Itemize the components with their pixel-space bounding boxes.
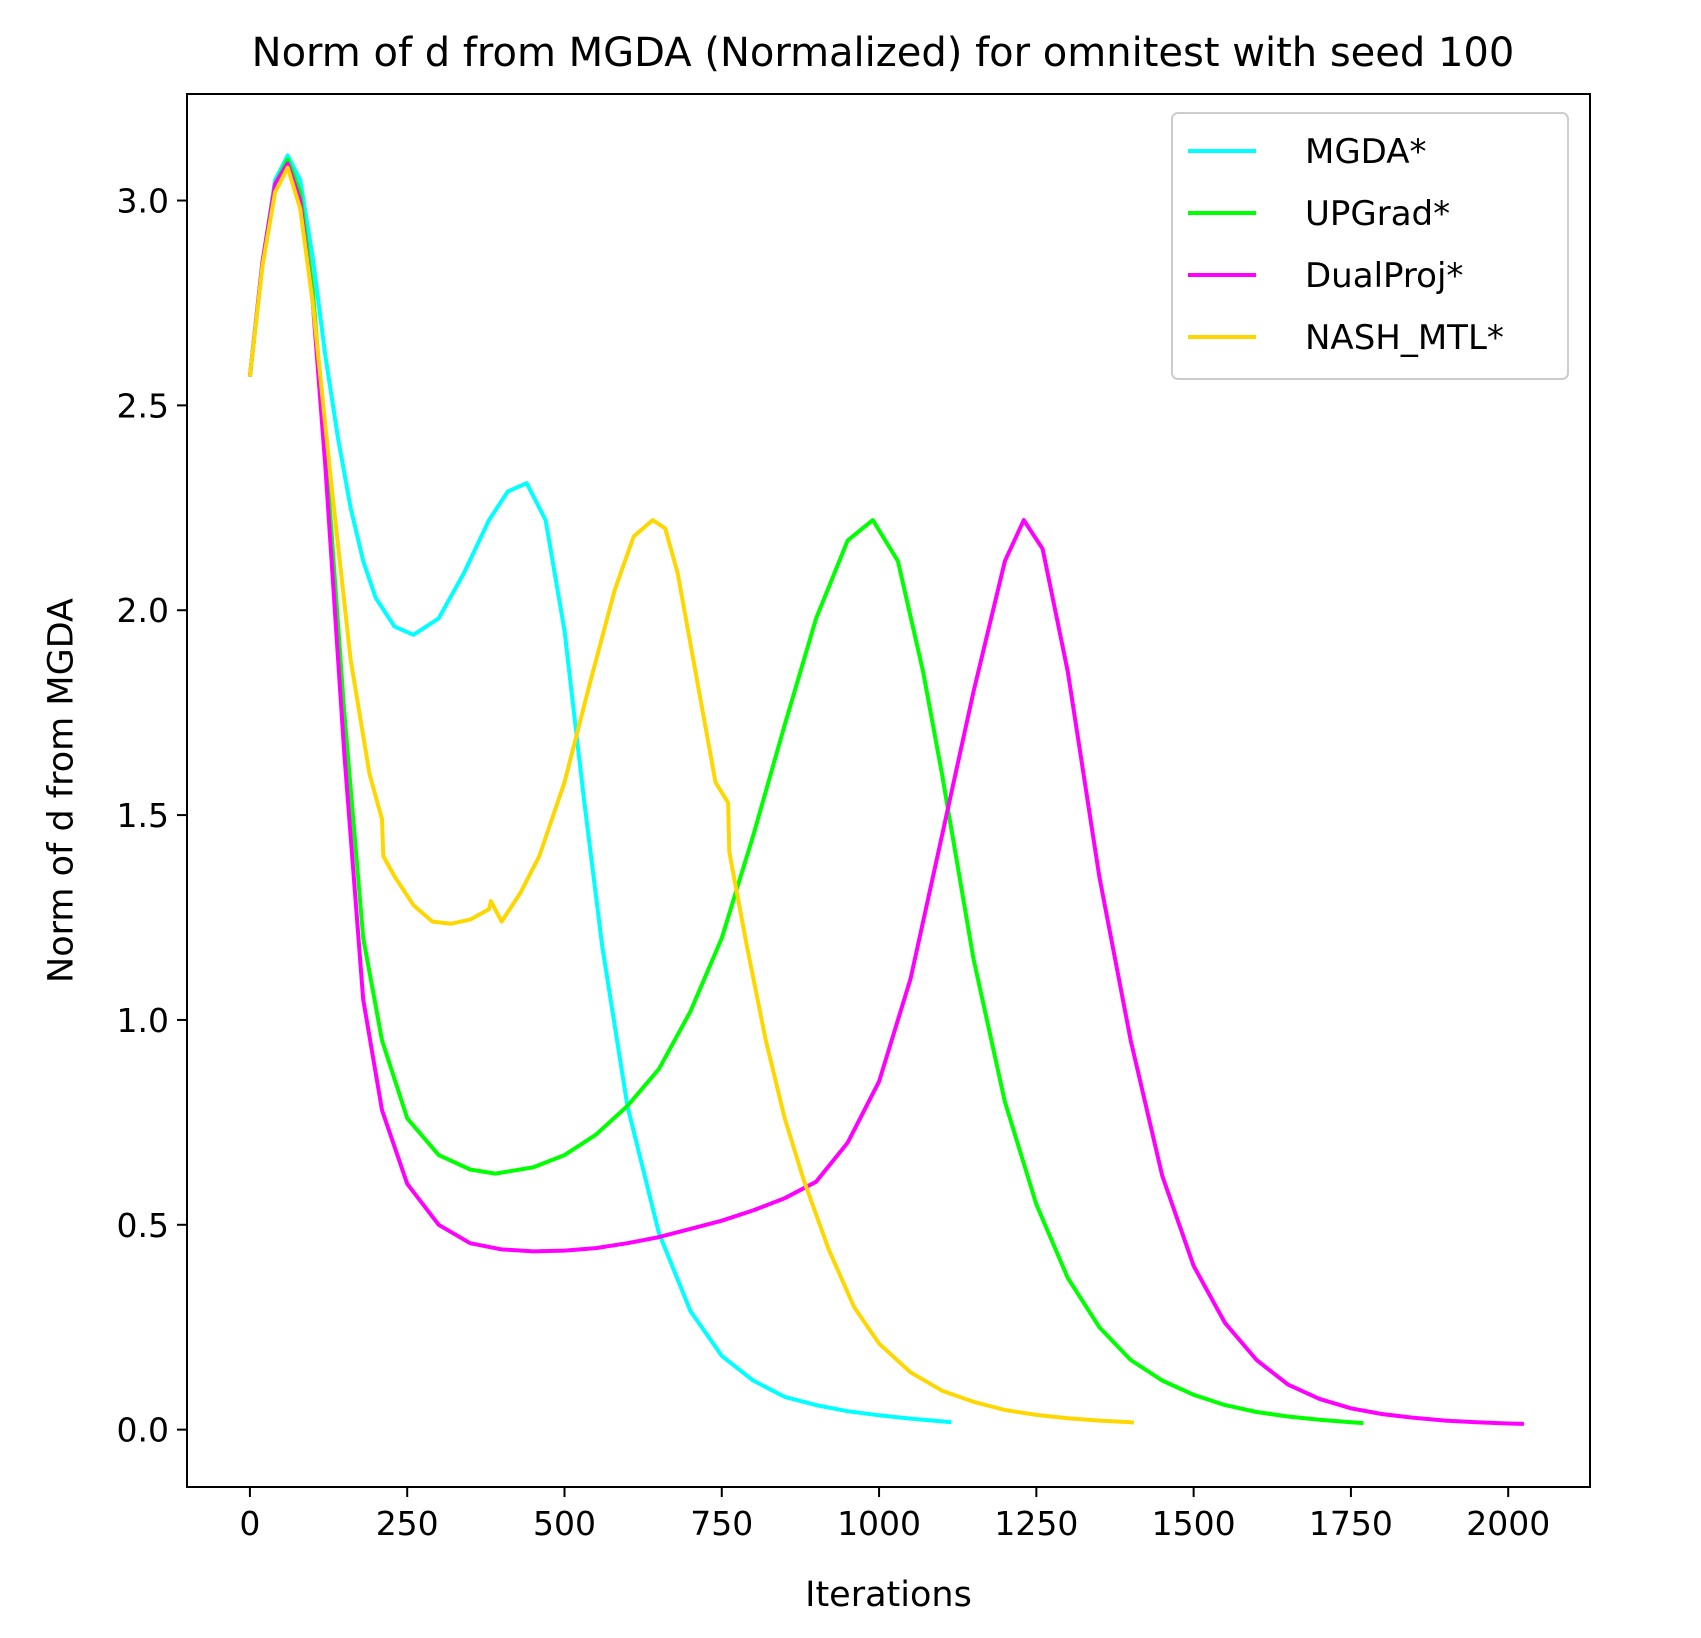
legend-label-1: UPGrad* [1305,194,1450,234]
y-axis: 0.0 0.5 1.0 1.5 2.0 2.5 3.0 [117,182,187,1450]
x-axis: 0 250 500 750 1000 1250 1500 1750 2000 [239,1487,1550,1543]
y-tick-label: 0.0 [117,1411,169,1450]
y-tick-label: 1.5 [117,796,169,835]
x-tick-label: 1250 [994,1504,1078,1543]
series-line-2 [247,161,1524,1426]
x-tick-label: 750 [690,1504,753,1543]
series-line-3 [247,165,1135,1425]
series-layer [247,153,1524,1426]
chart-title: Norm of d from MGDA (Normalized) for omn… [252,30,1515,76]
x-tick-label: 2000 [1466,1504,1550,1543]
y-tick-label: 0.5 [117,1206,169,1245]
legend-label-0: MGDA* [1305,132,1427,172]
x-tick-label: 1000 [837,1504,921,1543]
x-axis-title: Iterations [805,1575,972,1615]
y-tick-label: 2.5 [117,386,169,425]
legend-box [1171,112,1569,380]
plot-area-frame [186,93,1591,1488]
x-tick-label: 1500 [1152,1504,1236,1543]
y-axis-title: Norm of d from MGDA [41,598,81,983]
x-tick-label: 250 [376,1504,439,1543]
x-tick-label: 0 [239,1504,260,1543]
y-tick-label: 2.0 [117,591,169,630]
series-line-0 [247,153,952,1425]
x-tick-label: 500 [533,1504,596,1543]
y-tick-label: 1.0 [117,1001,169,1040]
y-tick-label: 3.0 [117,182,169,221]
legend: MGDA* UPGrad* DualProj* NASH_MTL* [1171,112,1569,380]
series-line-1 [247,157,1364,1426]
legend-label-2: DualProj* [1305,256,1463,296]
x-tick-label: 1750 [1309,1504,1393,1543]
legend-label-3: NASH_MTL* [1305,318,1504,358]
